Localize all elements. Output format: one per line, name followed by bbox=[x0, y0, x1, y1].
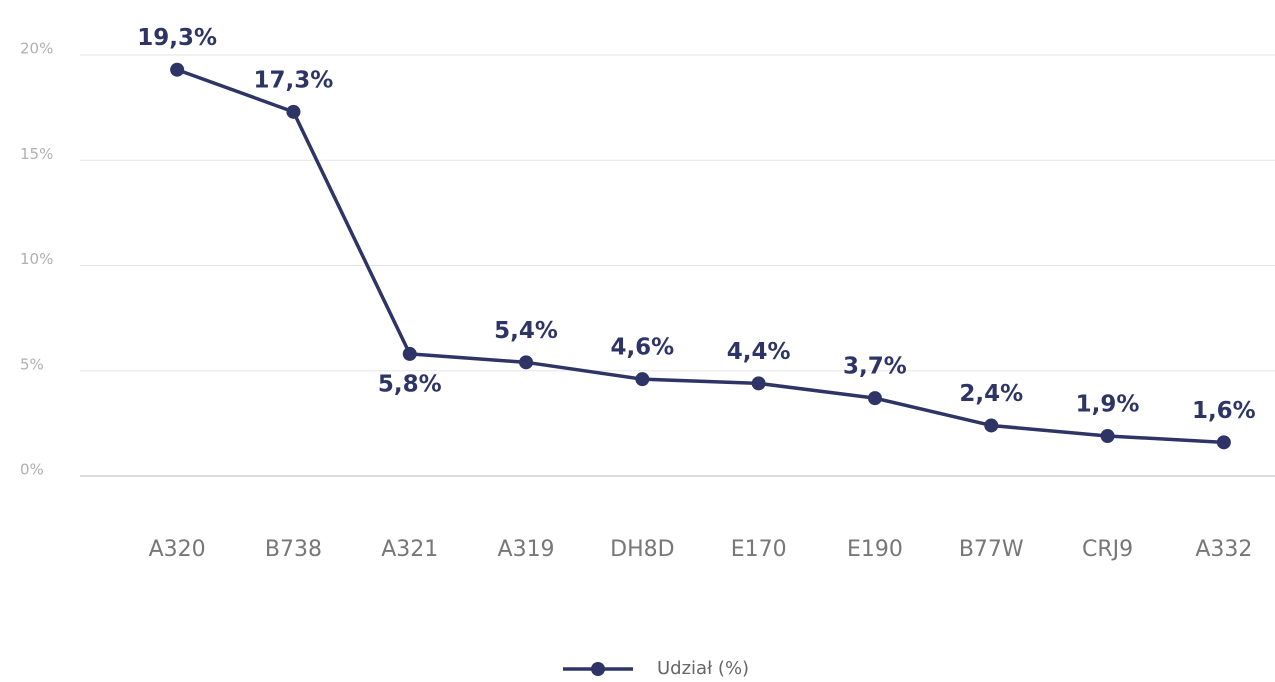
x-tick-label: E190 bbox=[847, 537, 903, 562]
x-tick-label: A319 bbox=[498, 537, 555, 562]
point bbox=[1216, 435, 1231, 450]
point bbox=[867, 391, 882, 406]
data-label: 5,8% bbox=[378, 371, 442, 397]
data-label: 19,3% bbox=[137, 25, 217, 51]
point bbox=[984, 418, 999, 433]
point bbox=[519, 355, 534, 370]
data-label: 17,3% bbox=[254, 67, 334, 93]
y-tick-label: 0% bbox=[20, 461, 44, 479]
x-tick-label: B77W bbox=[959, 537, 1024, 562]
point bbox=[170, 62, 185, 77]
data-label: 1,6% bbox=[1192, 398, 1256, 424]
x-tick-label: DH8D bbox=[610, 537, 674, 562]
line bbox=[176, 68, 1224, 445]
x-tick-label: B738 bbox=[265, 537, 322, 562]
y-tick-label: 15% bbox=[20, 145, 53, 163]
data-label: 2,4% bbox=[959, 381, 1023, 407]
x-tick-label: A321 bbox=[381, 537, 438, 562]
point bbox=[751, 376, 766, 391]
data-label: 5,4% bbox=[494, 318, 558, 344]
x-tick-label: E170 bbox=[731, 537, 787, 562]
data-label: 1,9% bbox=[1076, 392, 1140, 418]
legend-label: Udział (%) bbox=[657, 658, 749, 679]
point bbox=[1100, 429, 1115, 444]
x-tick-label: A320 bbox=[149, 537, 206, 562]
x-tick-label: A332 bbox=[1195, 537, 1252, 562]
y-tick-label: 5% bbox=[20, 355, 44, 373]
y-tick-label: 10% bbox=[20, 250, 53, 268]
point bbox=[286, 104, 301, 119]
y-tick-label: 20% bbox=[20, 40, 53, 58]
data-label: 3,7% bbox=[843, 354, 907, 380]
point bbox=[402, 346, 417, 361]
legend-marker bbox=[591, 662, 605, 676]
x-tick-label: CRJ9 bbox=[1082, 537, 1133, 562]
data-label: 4,6% bbox=[610, 335, 674, 361]
data-label: 4,4% bbox=[727, 339, 791, 365]
point bbox=[635, 372, 650, 387]
